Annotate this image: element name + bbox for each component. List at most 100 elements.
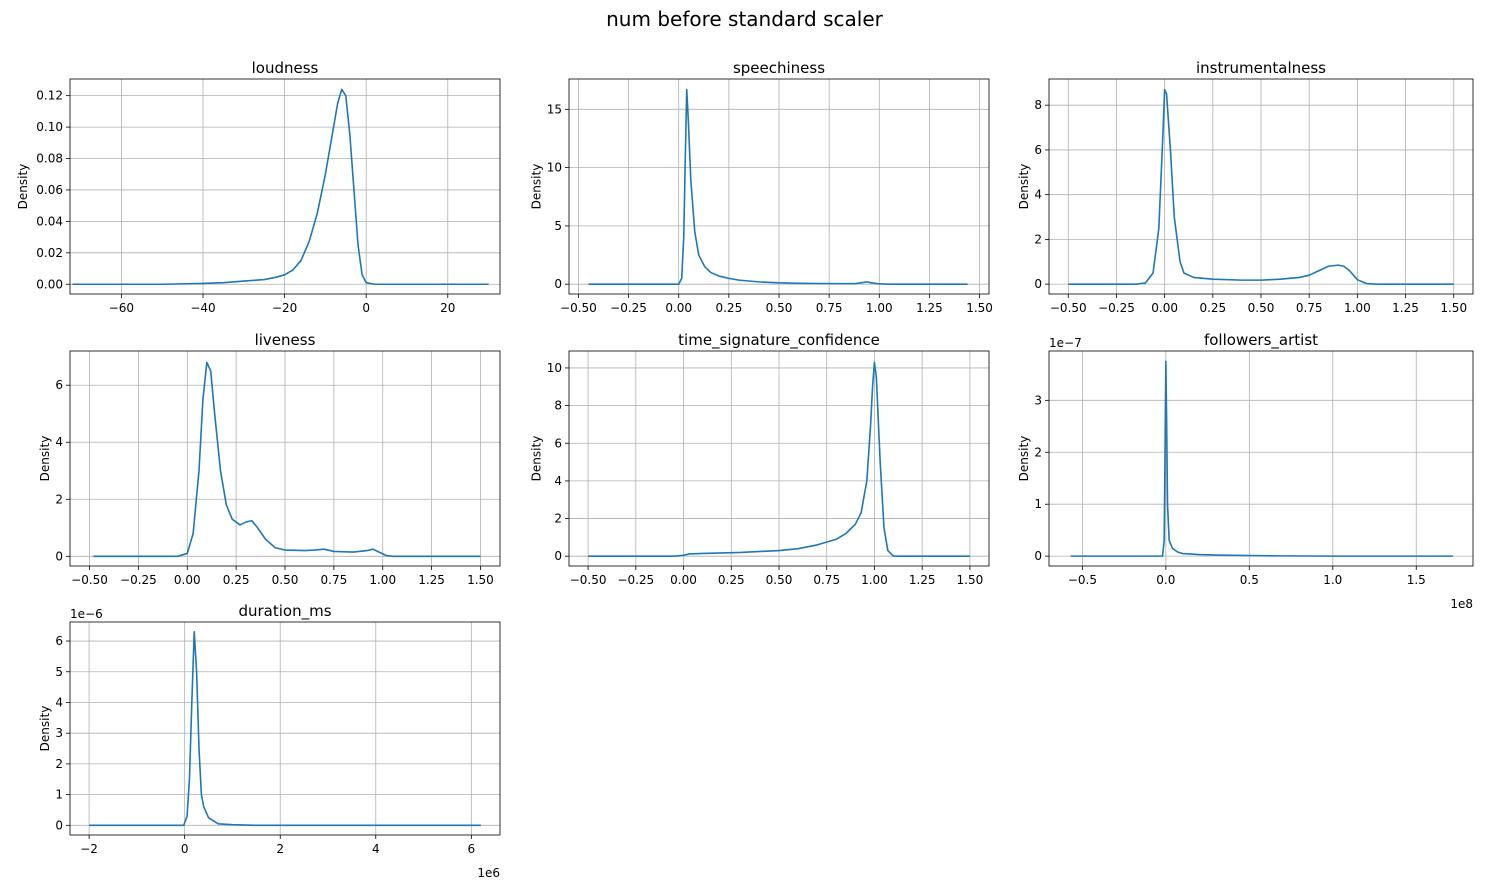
density-line (1070, 360, 1453, 557)
x-tick-label: 1.5 (1407, 573, 1426, 587)
x-tick-label: 2 (276, 842, 284, 856)
x-tick-label: 1.25 (909, 573, 936, 587)
y-tick-label: 6 (55, 378, 63, 392)
y-tick-label: 0.08 (36, 152, 63, 166)
y-tick-label: 5 (55, 665, 63, 679)
y-tick-label: 6 (1034, 143, 1042, 157)
subplot-title: loudness (252, 59, 319, 77)
x-tick-label: −0.50 (560, 301, 597, 315)
x-tick-label: −60 (109, 301, 134, 315)
y-tick-label: 8 (1034, 98, 1042, 112)
y-tick-label: 0 (554, 277, 562, 291)
x-tick-label: −0.25 (1098, 301, 1135, 315)
y-tick-label: 10 (547, 361, 562, 375)
x-tick-label: 20 (440, 301, 455, 315)
x-tick-label: 0.50 (766, 573, 793, 587)
y-tick-label: 0 (554, 549, 562, 563)
density-line (72, 88, 489, 286)
x-tick-label: −40 (190, 301, 215, 315)
x-tick-label: 4 (372, 842, 380, 856)
axes-frame (69, 621, 501, 836)
x-tick-label: 1.50 (467, 573, 494, 587)
y-tick-label: 2 (55, 757, 63, 771)
y-axis-label: Density (38, 706, 52, 752)
y-tick-label: 6 (55, 634, 63, 648)
y-axis-label: Density (530, 436, 544, 482)
subplot-title: liveness (255, 331, 316, 349)
x-offset-label: 1e8 (1450, 597, 1473, 611)
x-tick-label: 0 (181, 842, 189, 856)
y-tick-label: 2 (554, 512, 562, 526)
subplot-title: instrumentalness (1196, 59, 1326, 77)
x-tick-label: 0.0 (1156, 573, 1175, 587)
subplot-speechiness: −0.50 −0.25 0.00 0.25 0.50 0.75 1.00 1.25 1.50 0 5… (530, 59, 993, 315)
x-tick-label: 0.75 (813, 573, 840, 587)
subplot-title: duration_ms (238, 602, 331, 621)
x-tick-label: −0.50 (570, 573, 607, 587)
y-tick-label: 0.02 (36, 246, 63, 260)
density-line (588, 361, 970, 558)
y-tick-label: 0 (1034, 277, 1042, 291)
y-offset-label: 1e−6 (70, 607, 103, 621)
axes-frame (69, 78, 501, 295)
x-tick-label: 1.25 (1392, 301, 1419, 315)
x-tick-label: 0.25 (223, 573, 250, 587)
y-tick-label: 2 (1034, 445, 1042, 459)
axes-frame (1048, 350, 1474, 567)
y-tick-label: 0.12 (36, 89, 63, 103)
subplot-time_signature_confidence: −0.50 −0.25 0.00 0.25 0.50 0.75 1.00 1.25 1.50 0 2… (530, 331, 990, 587)
y-tick-label: 0.10 (36, 120, 63, 134)
x-tick-label: −0.50 (1050, 301, 1087, 315)
y-tick-label: 8 (554, 399, 562, 413)
x-tick-label: 0.25 (715, 301, 742, 315)
y-tick-label: 1 (55, 788, 63, 802)
y-tick-label: 0.06 (36, 183, 63, 197)
y-offset-label: 1e−7 (1049, 336, 1082, 350)
x-tick-label: 1.00 (369, 573, 396, 587)
x-tick-label: 1.00 (866, 301, 893, 315)
x-tick-label: 0.50 (1248, 301, 1275, 315)
x-tick-label: 1.50 (957, 573, 984, 587)
subplot-loudness: −60 −40 −20 0 20 0.00 0.02 0.04 0.06 0.08 0.10 0.12… (16, 59, 501, 315)
x-tick-label: −0.5 (1068, 573, 1097, 587)
x-tick-label: 0.00 (670, 573, 697, 587)
x-tick-label: 1.0 (1323, 573, 1342, 587)
x-tick-label: 6 (468, 842, 476, 856)
y-tick-label: 1 (1034, 497, 1042, 511)
y-tick-label: 4 (55, 695, 63, 709)
x-tick-label: 0.5 (1240, 573, 1259, 587)
x-tick-label: 0.50 (766, 301, 793, 315)
x-tick-label: 1.00 (1344, 301, 1371, 315)
y-tick-label: 0 (55, 818, 63, 832)
y-axis-label: Density (530, 164, 544, 210)
x-tick-label: −0.25 (120, 573, 157, 587)
y-tick-label: 15 (547, 102, 562, 116)
x-tick-label: 0.25 (1199, 301, 1226, 315)
subplot-liveness: −0.50 −0.25 0.00 0.25 0.50 0.75 1.00 1.25 1.50 0 2… (38, 331, 501, 587)
x-tick-label: −0.25 (617, 573, 654, 587)
y-tick-label: 0.04 (36, 214, 63, 228)
x-tick-label: 1.50 (1440, 301, 1467, 315)
y-tick-label: 3 (55, 726, 63, 740)
subplot-duration_ms: −2 0 2 4 6 0 1 2 3 4 5 6 duration_ms Density 1e6 1e−6 (38, 602, 501, 880)
y-tick-label: 5 (554, 219, 562, 233)
y-tick-label: 0 (1034, 549, 1042, 563)
x-tick-label: 0.00 (1151, 301, 1178, 315)
x-tick-label: 1.00 (861, 573, 888, 587)
density-line (1068, 88, 1454, 285)
y-axis-label: Density (1017, 436, 1031, 482)
y-axis-label: Density (1017, 164, 1031, 210)
x-tick-label: −20 (272, 301, 297, 315)
subplot-title: followers_artist (1204, 331, 1318, 350)
y-tick-label: 4 (1034, 188, 1042, 202)
y-tick-label: 10 (547, 161, 562, 175)
x-tick-label: 0.75 (321, 573, 348, 587)
x-tick-label: 0 (362, 301, 370, 315)
subplot-title: speechiness (733, 59, 825, 77)
density-line (588, 88, 968, 286)
x-tick-label: 0.00 (174, 573, 201, 587)
density-line (93, 361, 481, 558)
x-tick-label: 0.50 (272, 573, 299, 587)
x-tick-label: 0.00 (665, 301, 692, 315)
